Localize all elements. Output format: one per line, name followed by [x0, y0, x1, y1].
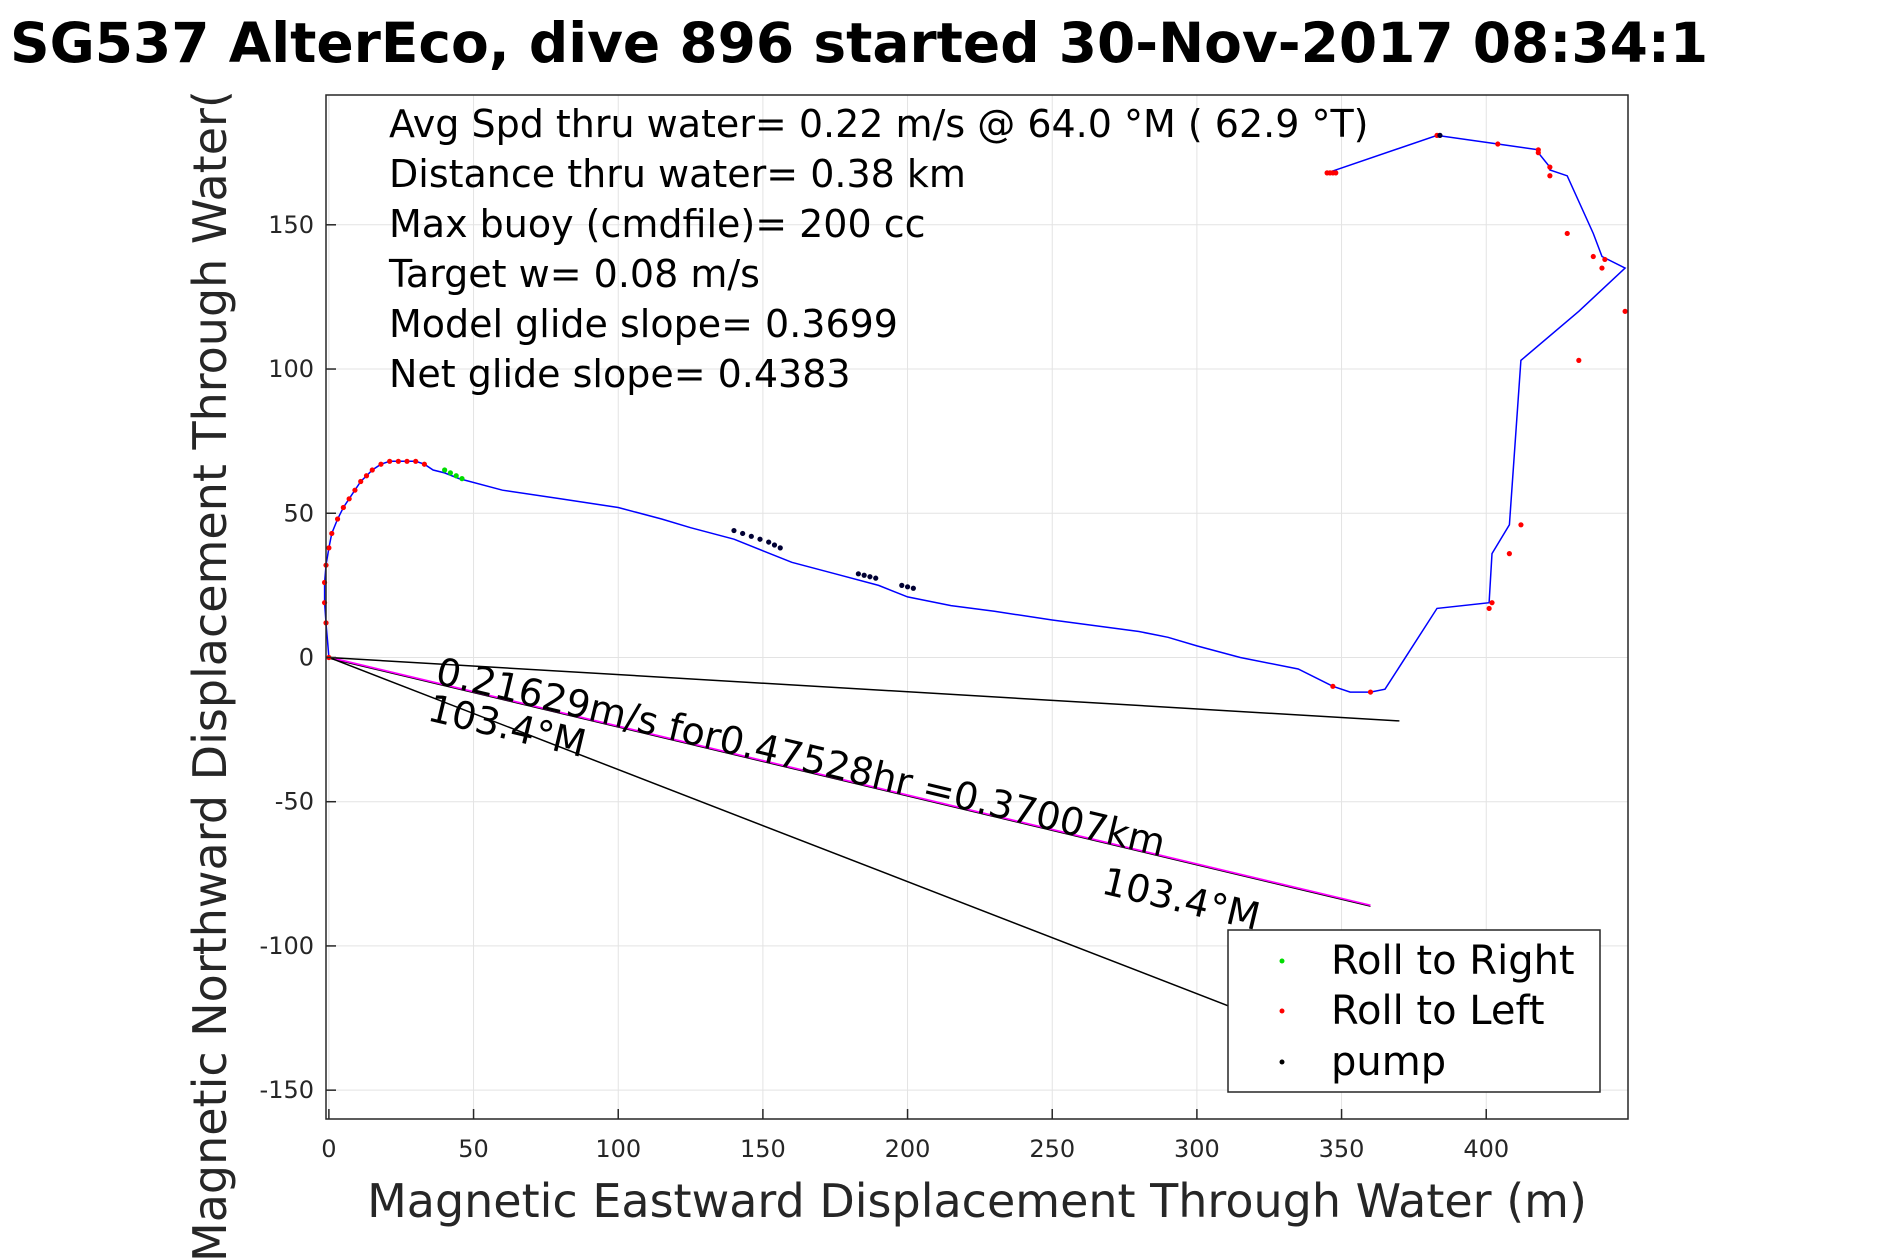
- roll-left-point: [326, 545, 332, 551]
- pump-point: [899, 582, 905, 588]
- stat-distance: Distance thru water= 0.38 km: [389, 152, 966, 196]
- roll-right-point: [453, 473, 459, 479]
- stat-target-w: Target w= 0.08 m/s: [388, 252, 760, 296]
- roll-left-point: [1564, 230, 1570, 237]
- roll-left-point: [421, 461, 427, 467]
- y-tick-label: -50: [275, 788, 314, 816]
- stat-model-glide: Model glide slope= 0.3699: [389, 302, 898, 346]
- roll-left-point: [413, 458, 419, 464]
- vector-fan-upper: [328, 656, 1400, 722]
- pump-point: [740, 530, 746, 537]
- pump-point: [731, 527, 737, 534]
- legend: Roll to Right Roll to Left pump: [1227, 929, 1601, 1093]
- x-tick-label: 350: [1319, 1135, 1365, 1163]
- legend-marker-roll-left: [1279, 1008, 1285, 1014]
- track-line: [323, 134, 1627, 693]
- x-tick-label: 150: [740, 1135, 786, 1163]
- grid: [326, 95, 1628, 1119]
- roll-left-point: [1518, 522, 1524, 528]
- roll-left-point: [378, 461, 384, 467]
- stat-max-buoy: Max buoy (cmdfile)= 200 cc: [389, 202, 926, 246]
- x-tick-label: 50: [458, 1135, 489, 1163]
- pump-point: [777, 545, 783, 551]
- x-tick-label: 400: [1463, 1135, 1509, 1163]
- roll-left-point: [1367, 689, 1374, 695]
- legend-marker-pump: [1279, 1059, 1285, 1065]
- roll-left-point: [1330, 683, 1336, 689]
- roll-left-point: [340, 504, 346, 511]
- roll-left-point: [1547, 164, 1553, 170]
- roll-left-point: [395, 458, 401, 464]
- vector-mean-shadow: [328, 658, 1371, 907]
- x-tick-label: 200: [885, 1135, 931, 1163]
- pump-point: [910, 585, 916, 591]
- roll-left-point: [1547, 173, 1553, 179]
- stat-avg-speed: Avg Spd thru water= 0.22 m/s @ 64.0 °M (…: [389, 102, 1369, 146]
- roll-left-point: [1486, 605, 1492, 612]
- roll-right-point: [447, 470, 454, 476]
- plot-traces: [323, 134, 1627, 1051]
- pump-point: [771, 542, 778, 548]
- x-tick-label: 250: [1029, 1135, 1075, 1163]
- axes-box: [325, 94, 1629, 1120]
- roll-left-point: [1590, 253, 1596, 260]
- x-tick-label: 300: [1174, 1135, 1220, 1163]
- y-tick-label: 0: [299, 643, 314, 671]
- roll-left-point: [404, 458, 410, 464]
- pump-point: [855, 571, 861, 577]
- roll-left-point: [1506, 551, 1512, 557]
- pump-point: [748, 533, 754, 539]
- pump-point: [861, 572, 867, 578]
- pump-point: [867, 574, 873, 580]
- roll-left-point: [387, 458, 393, 464]
- y-tick-label: 150: [268, 211, 314, 239]
- mean-vector-label: 0.21629m/s for0.47528hr =0.37007km: [432, 649, 1170, 865]
- x-axis-label: Magnetic Eastward Displacement Through W…: [367, 1174, 1587, 1228]
- roll-left-point: [334, 516, 341, 522]
- stats-box: Avg Spd thru water= 0.22 m/s @ 64.0 °M (…: [388, 102, 1369, 396]
- roll-left-point: [369, 467, 375, 473]
- plot-markers: [321, 132, 1628, 695]
- y-tick-label: -100: [260, 932, 314, 960]
- roll-left-point: [1489, 600, 1495, 606]
- roll-left-point: [329, 530, 335, 537]
- y-tick-label: 100: [268, 355, 314, 383]
- roll-left-point: [346, 496, 352, 502]
- roll-right-point: [442, 467, 448, 473]
- vector-mean: [328, 656, 1371, 907]
- y-tick-label: -150: [260, 1076, 314, 1104]
- roll-left-point: [1622, 308, 1628, 314]
- legend-marker-roll-right: [1279, 958, 1285, 964]
- pump-point: [1437, 132, 1443, 138]
- vector-fan-lower: [328, 656, 1342, 1051]
- y-axis-label: Magnetic Northward Displacement Through …: [183, 90, 237, 1260]
- pump-point: [757, 536, 763, 542]
- roll-left-point: [358, 478, 364, 485]
- x-tick-label: 100: [595, 1135, 641, 1163]
- roll-left-point: [1602, 256, 1608, 263]
- chart-title: SG537 AlterEco, dive 896 started 30-Nov-…: [10, 11, 1708, 75]
- y-tick-label: 50: [283, 499, 314, 527]
- roll-left-point: [1495, 141, 1501, 147]
- axis-ticks: 0 50 100 150 200 250 300 350 400 -150 -100 -50 0 50 10…: [260, 211, 1510, 1163]
- roll-left-point: [1535, 147, 1541, 153]
- legend-label-pump: pump: [1331, 1039, 1446, 1085]
- pump-point: [873, 575, 879, 581]
- roll-left-point: [363, 473, 370, 479]
- roll-left-point: [1576, 357, 1582, 363]
- stat-net-glide: Net glide slope= 0.4383: [389, 352, 851, 396]
- roll-right-point: [459, 476, 465, 482]
- pump-point: [766, 539, 772, 545]
- x-tick-label: 0: [321, 1135, 336, 1163]
- pump-point: [904, 584, 911, 590]
- roll-left-point: [1333, 170, 1339, 176]
- legend-label-roll-left: Roll to Left: [1331, 988, 1545, 1034]
- roll-left-point: [352, 487, 358, 493]
- legend-box: [1227, 929, 1601, 1093]
- roll-left-point: [1599, 265, 1605, 271]
- legend-label-roll-right: Roll to Right: [1331, 938, 1575, 984]
- heading-label-far: 103.4°M: [1098, 859, 1264, 939]
